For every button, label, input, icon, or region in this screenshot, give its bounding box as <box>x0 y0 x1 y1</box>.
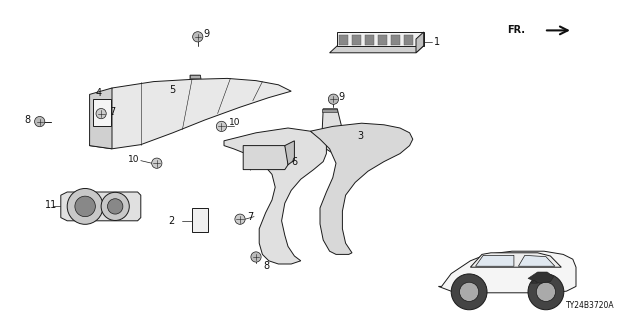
Circle shape <box>67 188 103 224</box>
Text: 4: 4 <box>96 88 102 98</box>
Circle shape <box>451 274 487 310</box>
Text: 11: 11 <box>45 200 57 210</box>
Polygon shape <box>90 78 291 149</box>
Polygon shape <box>416 32 424 53</box>
Circle shape <box>235 214 245 224</box>
Circle shape <box>96 108 106 119</box>
Polygon shape <box>531 280 538 283</box>
Polygon shape <box>192 208 208 232</box>
Circle shape <box>75 196 95 217</box>
Circle shape <box>108 199 123 214</box>
Text: 10: 10 <box>229 118 241 127</box>
Circle shape <box>251 252 261 262</box>
Circle shape <box>328 94 339 104</box>
Polygon shape <box>339 35 348 45</box>
Text: 1: 1 <box>434 37 440 47</box>
Circle shape <box>152 158 162 168</box>
Polygon shape <box>90 88 112 149</box>
Circle shape <box>460 282 479 301</box>
Circle shape <box>101 192 129 220</box>
Polygon shape <box>378 35 387 45</box>
Polygon shape <box>470 253 561 267</box>
Text: 8: 8 <box>24 115 30 125</box>
Text: 3: 3 <box>357 131 364 141</box>
Polygon shape <box>476 255 514 266</box>
Polygon shape <box>322 109 344 152</box>
Circle shape <box>216 121 227 132</box>
Polygon shape <box>330 46 424 53</box>
Text: 6: 6 <box>291 156 298 167</box>
Circle shape <box>536 282 556 301</box>
Text: 5: 5 <box>170 84 176 95</box>
Text: 7: 7 <box>109 107 115 117</box>
Polygon shape <box>518 255 555 266</box>
Polygon shape <box>285 141 294 165</box>
Polygon shape <box>438 251 576 293</box>
Circle shape <box>193 32 203 42</box>
Text: 2: 2 <box>168 216 174 226</box>
Text: TY24B3720A: TY24B3720A <box>566 301 614 310</box>
Text: 8: 8 <box>264 260 270 271</box>
Polygon shape <box>404 35 413 45</box>
Text: 9: 9 <box>203 29 209 39</box>
Circle shape <box>528 274 564 310</box>
Bar <box>93 99 111 126</box>
Polygon shape <box>352 35 361 45</box>
Polygon shape <box>61 192 141 221</box>
Polygon shape <box>310 123 413 254</box>
Polygon shape <box>243 146 288 170</box>
Polygon shape <box>391 35 400 45</box>
Polygon shape <box>190 75 200 78</box>
Polygon shape <box>224 128 326 264</box>
Text: 9: 9 <box>339 92 345 102</box>
Polygon shape <box>365 35 374 45</box>
Polygon shape <box>337 32 424 46</box>
Circle shape <box>35 116 45 127</box>
Text: FR.: FR. <box>507 25 525 36</box>
Text: 7: 7 <box>248 212 254 222</box>
Text: 10: 10 <box>128 156 140 164</box>
Polygon shape <box>528 272 554 283</box>
Polygon shape <box>322 109 337 112</box>
Polygon shape <box>190 75 213 102</box>
